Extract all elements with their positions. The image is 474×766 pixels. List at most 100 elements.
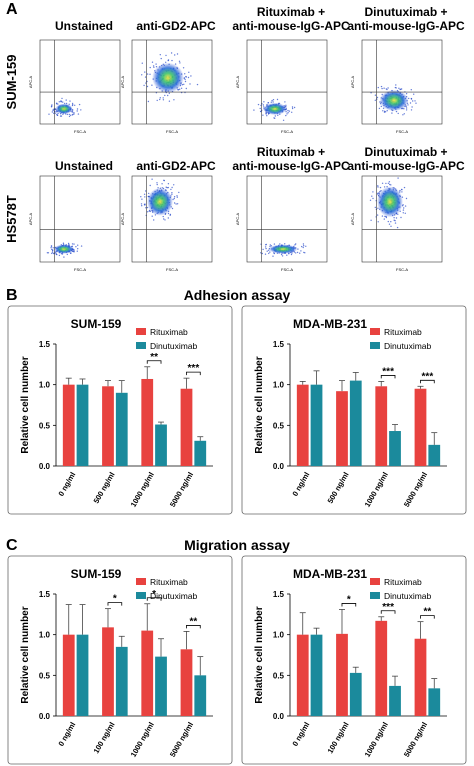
y-tick-label: 1.0 — [39, 381, 51, 390]
legend-swatch — [370, 342, 380, 349]
event-dot — [167, 94, 169, 97]
significance-label: ** — [423, 607, 431, 618]
event-dot — [156, 99, 158, 102]
event-dot — [46, 252, 49, 254]
event-dot — [62, 242, 65, 244]
event-dot — [383, 186, 386, 188]
plot-title: Dinutuximab + — [364, 145, 447, 159]
event-dot — [407, 104, 409, 106]
event-dot — [71, 102, 74, 105]
event-dot — [390, 184, 392, 186]
legend-swatch — [136, 328, 146, 335]
bar — [375, 386, 388, 466]
event-dot — [54, 251, 56, 253]
bar — [194, 675, 207, 716]
event-dot — [274, 115, 276, 117]
event-dot — [379, 186, 382, 189]
event-dot — [303, 251, 305, 254]
event-dot — [164, 219, 166, 221]
event-dot — [266, 250, 268, 252]
event-dot — [178, 60, 181, 62]
event-dot — [276, 98, 279, 101]
event-dot — [399, 189, 401, 192]
event-dot — [159, 97, 161, 99]
event-dot — [164, 94, 166, 97]
y-tick-label: 1.0 — [273, 631, 285, 640]
event-dot — [145, 190, 147, 192]
event-dot — [288, 110, 291, 112]
event-dot — [293, 106, 296, 109]
event-dot — [146, 206, 149, 209]
x-tick-label: 0 ng/ml — [290, 471, 311, 498]
event-dot — [53, 112, 55, 115]
event-dot — [174, 54, 176, 56]
legend-label: Rituximab — [150, 327, 188, 337]
chart-box — [7, 555, 233, 765]
event-dot — [72, 113, 74, 116]
event-dot — [159, 98, 161, 101]
event-dot — [281, 255, 284, 257]
x-tick-label: 5000 ng/ml — [402, 471, 429, 509]
plot-frame — [361, 39, 443, 125]
event-dot — [183, 77, 185, 80]
event-dot — [56, 102, 58, 104]
y-tick-label: 0.0 — [273, 712, 285, 721]
event-dot — [405, 107, 408, 109]
y-tick-label: 0.0 — [39, 462, 51, 471]
axis-label: APC-A — [350, 76, 355, 89]
event-dot — [269, 251, 271, 253]
event-dot — [269, 244, 271, 246]
legend-swatch — [370, 592, 380, 599]
bar — [141, 630, 154, 716]
event-dot — [167, 59, 169, 62]
event-dot — [271, 99, 273, 102]
event-dot — [300, 250, 302, 252]
event-dot — [57, 103, 59, 105]
axis-label: APC-A — [235, 213, 240, 226]
legend-label: Dinutuximab — [384, 591, 432, 601]
event-dot — [412, 100, 414, 102]
legend-swatch — [136, 342, 146, 349]
event-dot — [73, 113, 75, 115]
event-dot — [144, 71, 146, 73]
error-bar — [431, 432, 438, 445]
event-dot — [185, 75, 187, 78]
event-dot — [395, 84, 397, 86]
event-dot — [155, 63, 157, 65]
event-dot — [285, 111, 287, 113]
event-dot — [389, 183, 391, 186]
error-bar — [197, 436, 204, 441]
event-dot — [267, 102, 270, 104]
event-dot — [388, 223, 391, 225]
event-dot — [403, 186, 406, 189]
event-dot — [161, 183, 163, 185]
significance-label: *** — [382, 602, 394, 613]
event-dot — [66, 113, 69, 116]
event-dot — [187, 76, 190, 79]
event-dot — [167, 183, 170, 185]
event-dot — [370, 219, 372, 221]
bar — [310, 634, 323, 716]
event-dot — [78, 103, 81, 106]
significance-bracket — [186, 371, 201, 376]
event-dot — [401, 191, 403, 193]
event-dot — [148, 192, 150, 195]
event-dot — [270, 101, 272, 103]
event-dot — [286, 254, 288, 256]
significance-bracket — [420, 379, 435, 384]
event-dot — [296, 251, 299, 254]
y-tick-label: 0.5 — [273, 671, 285, 680]
event-dot — [169, 214, 171, 216]
axis-label: FSC-A — [396, 267, 408, 272]
event-dot — [162, 99, 165, 101]
event-dot — [141, 198, 143, 200]
event-dot — [411, 106, 413, 108]
axis-label: FSC-A — [166, 267, 178, 272]
axis-label: FSC-A — [74, 129, 86, 134]
bar — [296, 634, 309, 716]
error-bar — [313, 370, 320, 385]
event-dot — [168, 100, 171, 102]
event-dot — [69, 252, 72, 254]
event-dot — [52, 247, 54, 249]
event-dot — [153, 66, 155, 69]
